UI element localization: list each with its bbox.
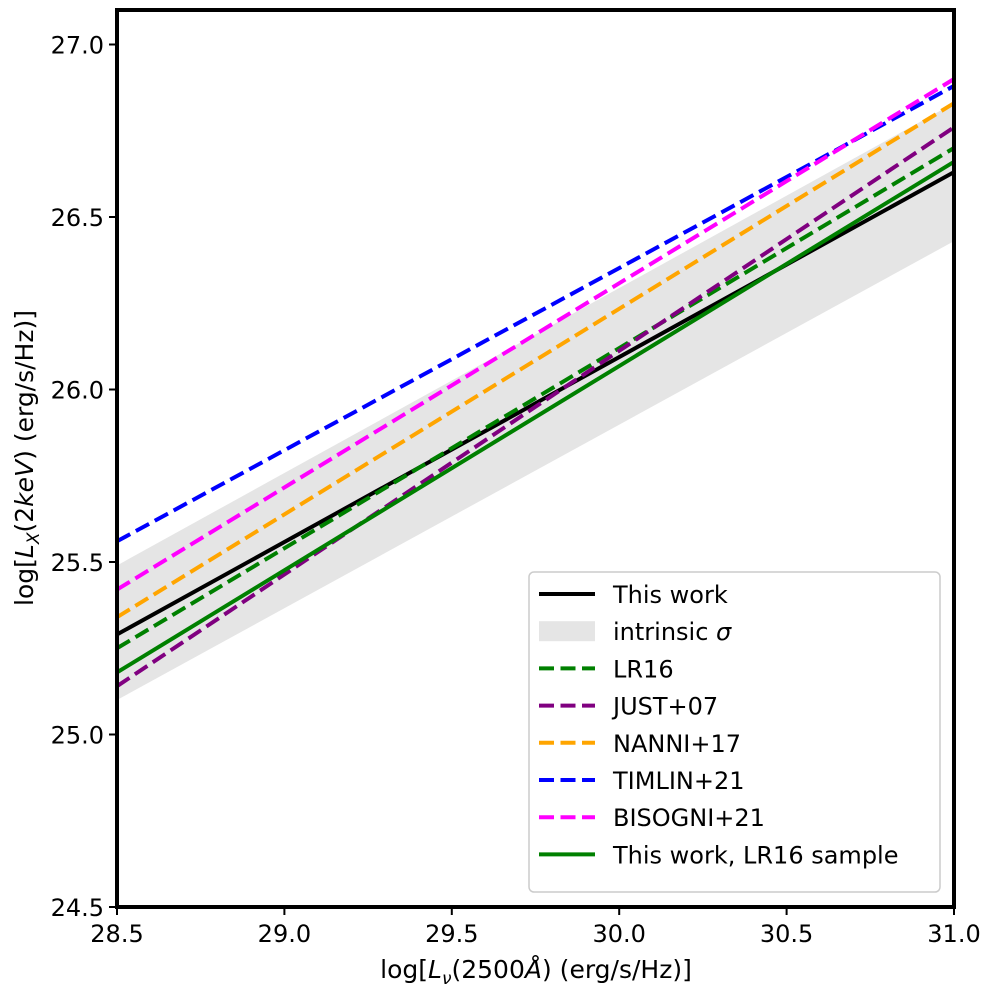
legend-label: This work <box>612 581 728 609</box>
y-axis-label: log[LX(2keV) (erg/s/Hz)] <box>10 310 44 606</box>
legend-label: LR16 <box>613 655 674 683</box>
y-tick-label: 24.5 <box>51 894 104 922</box>
series-line-bisogni-21 <box>117 77 954 592</box>
legend-box <box>528 571 941 893</box>
x-tick-label: 31.0 <box>927 920 980 948</box>
legend-label: NANNI+17 <box>613 730 741 758</box>
x-axis-label: log[Lν(2500Å) (erg/s/Hz)] <box>380 955 692 989</box>
legend-label: JUST+07 <box>611 693 718 721</box>
x-tick-label: 29.0 <box>258 920 311 948</box>
x-tick-label: 30.0 <box>592 920 645 948</box>
y-tick-label: 27.0 <box>51 32 104 60</box>
y-axis: 24.5 25.0 25.5 26.0 26.5 27.0 <box>51 32 117 922</box>
legend-swatch-intrinsic <box>539 621 595 642</box>
plot-area <box>117 77 954 700</box>
y-tick-label: 26.5 <box>51 204 104 232</box>
series-line-lr16 <box>117 146 954 650</box>
y-tick-label: 25.0 <box>51 722 104 750</box>
series-layer <box>117 77 954 688</box>
x-tick-label: 30.5 <box>760 920 813 948</box>
legend-label: intrinsic σ <box>613 618 732 646</box>
plot-frame <box>115 8 956 909</box>
legend-label: BISOGNI+21 <box>613 804 765 832</box>
x-tick-label: 29.5 <box>425 920 478 948</box>
legend: This work intrinsic σ LR16 JUST+07 NANNI+17 T… <box>528 571 941 893</box>
x-axis: 28.5 29.0 29.5 30.0 30.5 31.0 <box>90 907 981 948</box>
x-tick-label: 28.5 <box>90 920 143 948</box>
y-tick-label: 26.0 <box>51 377 104 405</box>
series-line-timlin-21 <box>117 84 954 544</box>
y-tick-label: 25.5 <box>51 549 104 577</box>
legend-label: TIMLIN+21 <box>612 767 745 795</box>
series-line-just-07 <box>117 125 954 688</box>
legend-label: This work, LR16 sample <box>612 841 898 869</box>
series-line-this-work-lr16-sample <box>117 160 954 675</box>
series-line-nanni-17 <box>117 101 954 619</box>
